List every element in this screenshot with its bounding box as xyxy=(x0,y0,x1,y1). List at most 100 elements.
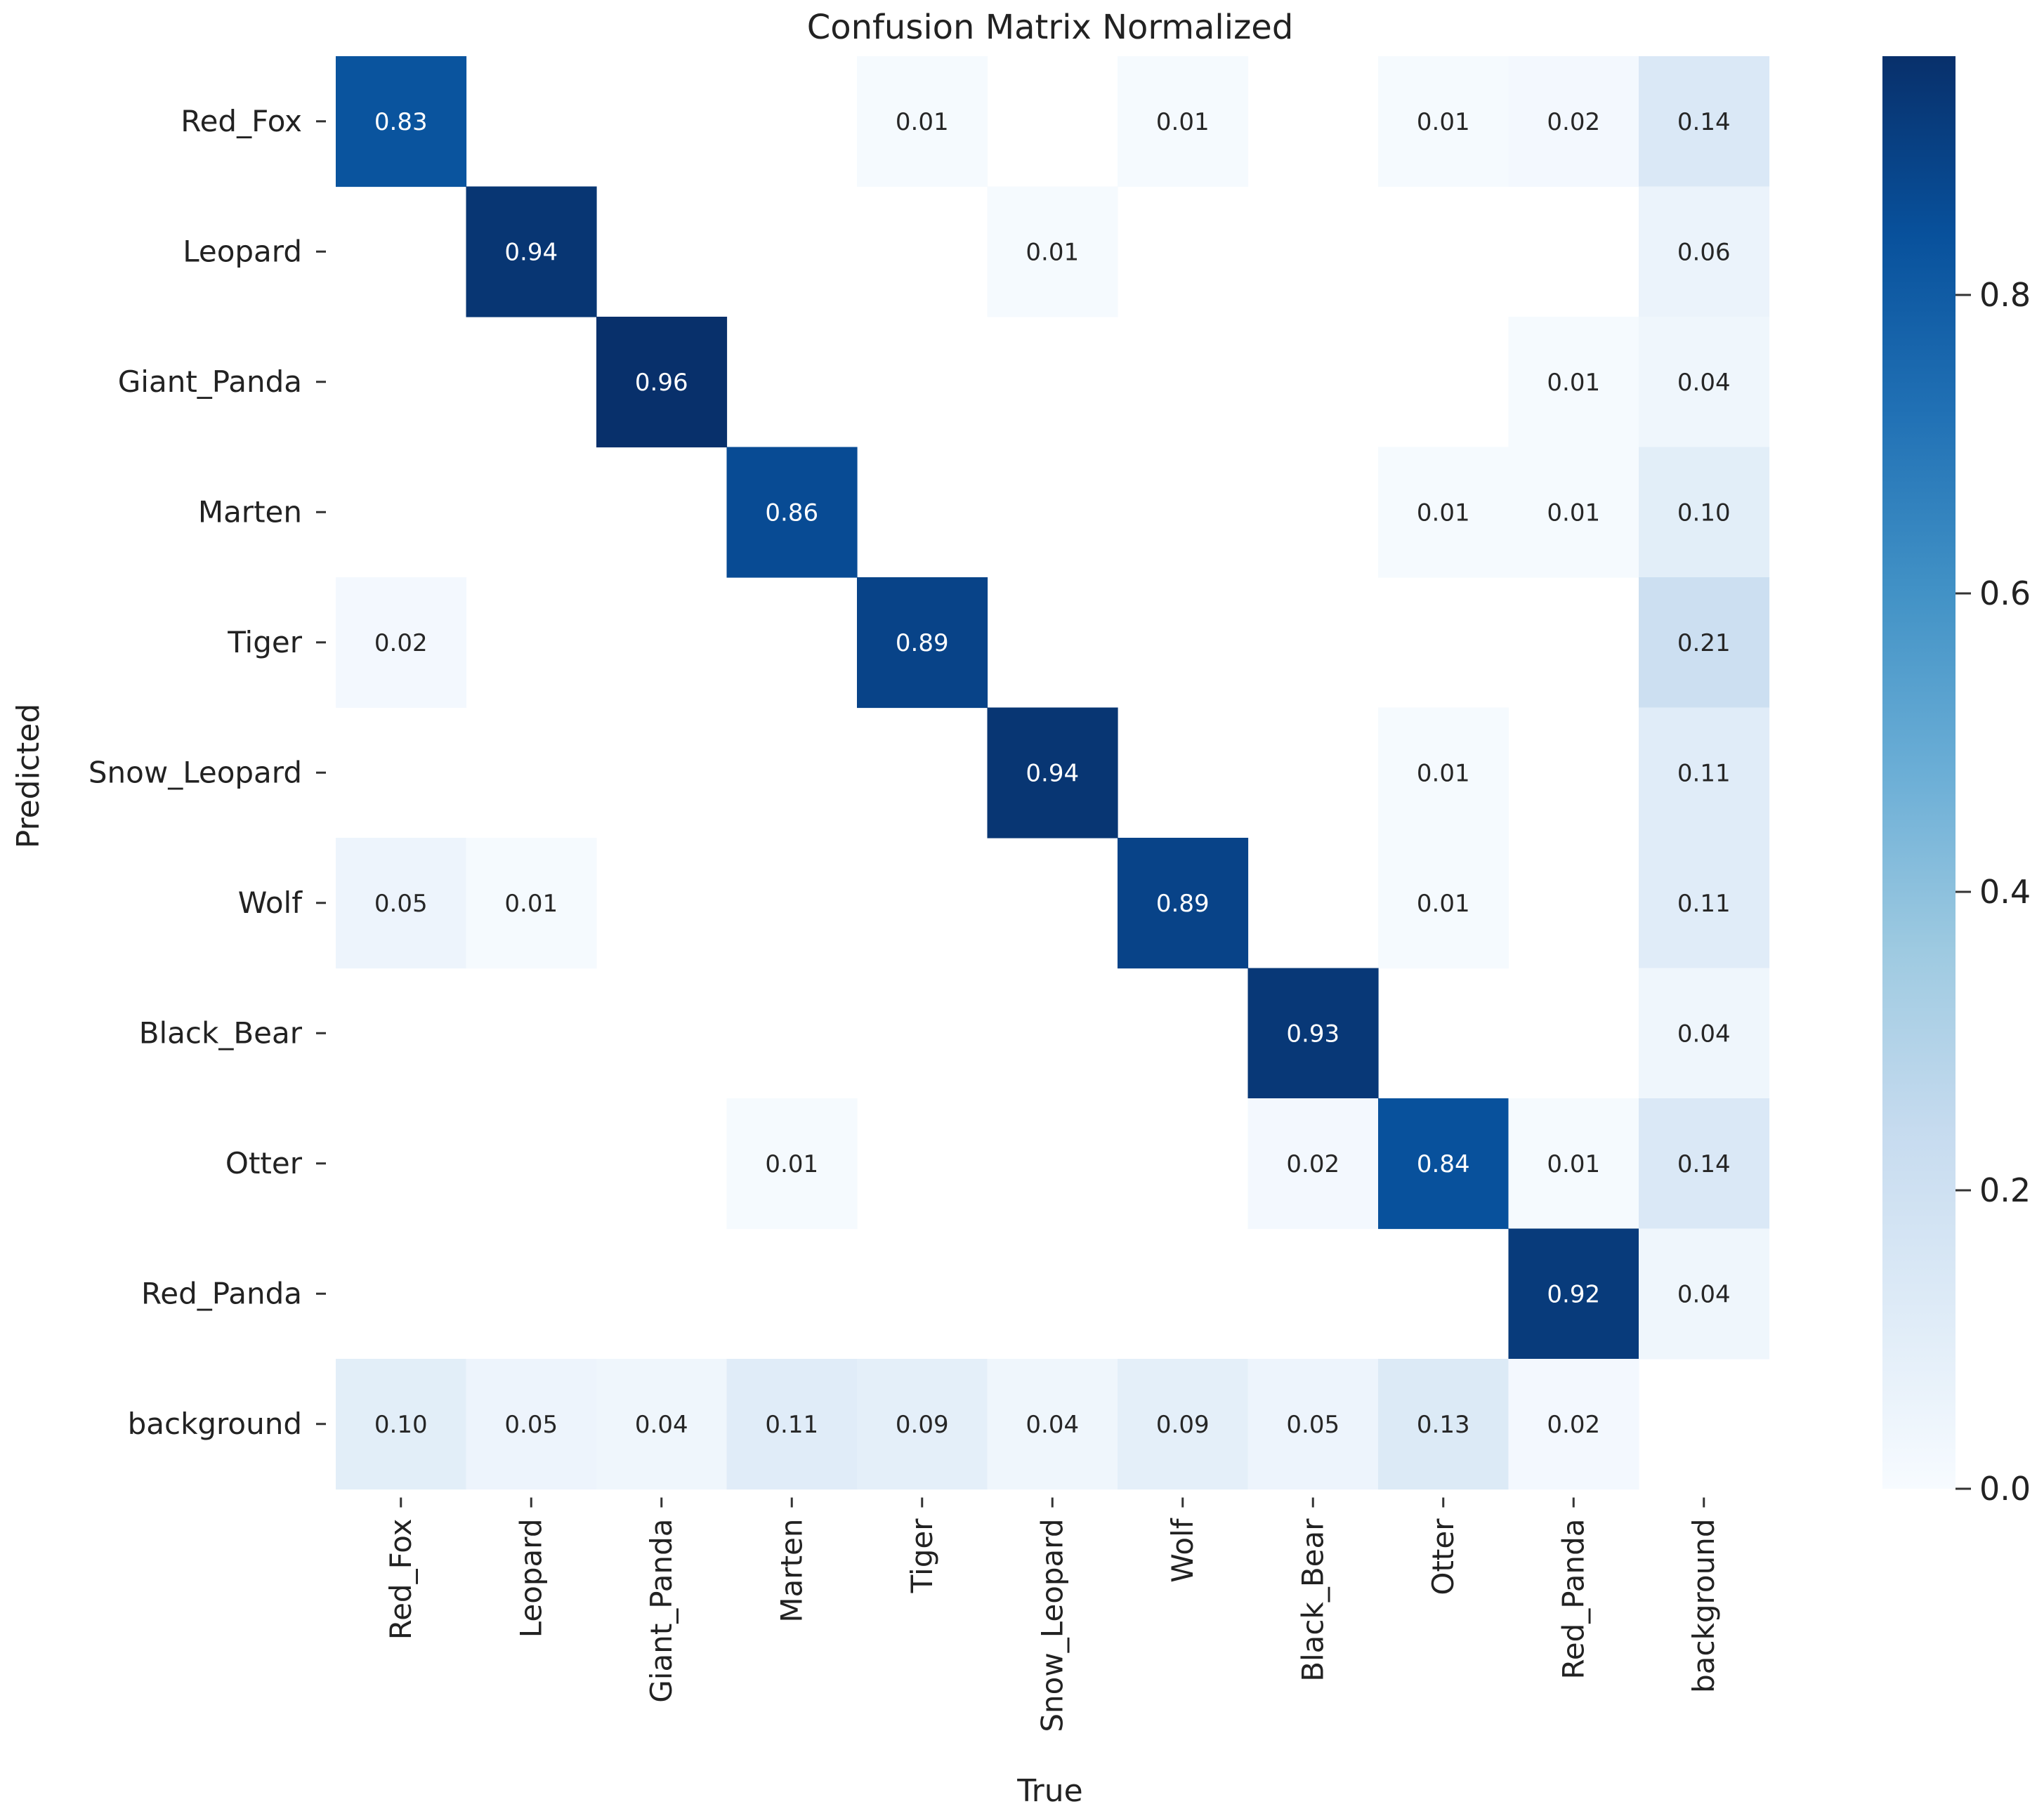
cell-value-label: 0.04 xyxy=(1677,369,1731,397)
cell-value-label: 0.06 xyxy=(1677,238,1731,266)
heatmap-cell xyxy=(336,838,467,969)
heatmap-cell xyxy=(726,1359,858,1490)
heatmap-cell xyxy=(1378,1098,1509,1230)
heatmap-cells: 0.83 0.01 0.01 0.01 0.02 0.14 0.94 0.01 0.06 0.96… xyxy=(336,56,1770,1490)
heatmap-cell xyxy=(726,447,858,578)
heatmap-cell xyxy=(1508,447,1639,578)
heatmap-cell xyxy=(1118,1359,1249,1490)
cell-value-label: 0.09 xyxy=(896,1411,949,1439)
y-tick-label: Giant_Panda xyxy=(118,364,302,399)
x-tick-label: Leopard xyxy=(513,1519,548,1638)
cell-value-label: 0.13 xyxy=(1417,1411,1470,1439)
heatmap-cell xyxy=(1639,186,1770,317)
heatmap-cell xyxy=(987,1359,1118,1490)
heatmap-cell xyxy=(466,838,597,969)
x-tick-label: Red_Fox xyxy=(384,1519,418,1640)
heatmap-cell xyxy=(596,1359,728,1490)
heatmap-cell xyxy=(726,1098,858,1230)
cell-value-label: 0.01 xyxy=(1547,1150,1600,1178)
cell-value-label: 0.05 xyxy=(504,1411,558,1439)
cell-value-label: 0.93 xyxy=(1286,1020,1339,1048)
y-tick-label: Leopard xyxy=(183,234,302,268)
heatmap-cell xyxy=(336,56,467,187)
cell-value-label: 0.89 xyxy=(896,629,949,657)
x-tick-label: Black_Bear xyxy=(1295,1518,1330,1682)
cell-value-label: 0.04 xyxy=(1026,1411,1079,1439)
x-tick-label: Red_Panda xyxy=(1556,1519,1590,1680)
cell-value-label: 0.01 xyxy=(1547,369,1600,397)
y-tick-label: Snow_Leopard xyxy=(89,755,302,789)
heatmap-cell xyxy=(1508,1098,1639,1230)
x-tick-label: background xyxy=(1686,1519,1721,1693)
cell-value-label: 0.09 xyxy=(1156,1411,1210,1439)
y-tick-label: Black_Bear xyxy=(139,1015,303,1050)
heatmap-cell xyxy=(1508,1228,1639,1360)
cell-value-label: 0.05 xyxy=(374,890,428,918)
y-tick-label: background xyxy=(128,1407,302,1441)
heatmap-cell xyxy=(1118,56,1249,187)
x-tick-label: Tiger xyxy=(905,1518,939,1594)
y-tick-label: Tiger xyxy=(227,625,303,659)
y-tick-label: Otter xyxy=(225,1146,303,1180)
heatmap-cell xyxy=(1378,707,1509,838)
cell-value-label: 0.96 xyxy=(635,369,688,397)
cell-value-label: 0.14 xyxy=(1677,108,1731,136)
heatmap-cell xyxy=(1639,317,1770,448)
y-tick-label: Red_Panda xyxy=(141,1276,302,1310)
heatmap-cell xyxy=(1247,968,1379,1099)
x-tick-label: Snow_Leopard xyxy=(1035,1519,1069,1732)
cell-value-label: 0.21 xyxy=(1677,629,1731,657)
heatmap-cell xyxy=(1247,1098,1379,1230)
heatmap-cell xyxy=(1508,56,1639,187)
y-tick-label: Wolf xyxy=(238,886,303,920)
x-tick-label: Giant_Panda xyxy=(644,1519,679,1703)
cell-value-label: 0.01 xyxy=(1417,108,1470,136)
heatmap-cell xyxy=(336,1359,467,1490)
cell-value-label: 0.01 xyxy=(896,108,949,136)
heatmap-cell xyxy=(1639,1228,1770,1360)
cell-value-label: 0.01 xyxy=(1417,499,1470,527)
heatmap-cell xyxy=(987,707,1118,838)
cell-value-label: 0.01 xyxy=(1156,108,1210,136)
colorbar-tick-label: 0.0 xyxy=(1979,1470,2031,1508)
heatmap-cell xyxy=(857,56,988,187)
cell-value-label: 0.86 xyxy=(765,499,818,527)
cell-value-label: 0.01 xyxy=(1547,499,1600,527)
cell-value-label: 0.11 xyxy=(765,1411,818,1439)
heatmap-cell xyxy=(466,186,597,317)
x-tick-label: Marten xyxy=(774,1519,808,1623)
cell-value-label: 0.92 xyxy=(1547,1280,1600,1308)
chart-title: Confusion Matrix Normalized xyxy=(807,8,1294,47)
heatmap-cell xyxy=(1639,577,1770,709)
heatmap-cell xyxy=(596,317,728,448)
heatmap-cell xyxy=(1639,838,1770,969)
cell-value-label: 0.11 xyxy=(1677,759,1731,787)
colorbar-tick-label: 0.6 xyxy=(1979,574,2031,612)
cell-value-label: 0.04 xyxy=(635,1411,688,1439)
cell-value-label: 0.14 xyxy=(1677,1150,1731,1178)
cell-value-label: 0.10 xyxy=(374,1411,428,1439)
x-tick-label: Wolf xyxy=(1165,1518,1200,1582)
cell-value-label: 0.02 xyxy=(1547,1411,1600,1439)
heatmap-cell xyxy=(1639,707,1770,838)
cell-value-label: 0.02 xyxy=(374,629,428,657)
cell-value-label: 0.01 xyxy=(504,890,558,918)
cell-value-label: 0.10 xyxy=(1677,499,1731,527)
x-tick-label: Otter xyxy=(1426,1518,1460,1595)
y-tick-label: Red_Fox xyxy=(181,104,302,138)
cell-value-label: 0.89 xyxy=(1156,890,1210,918)
colorbar-ticks: 0.0 0.2 0.4 0.6 0.8 xyxy=(1955,276,2031,1508)
heatmap-cell xyxy=(1639,1098,1770,1230)
heatmap-cell xyxy=(987,186,1118,317)
heatmap-cell xyxy=(1378,838,1509,969)
colorbar xyxy=(1882,56,1955,1489)
cell-value-label: 0.84 xyxy=(1417,1150,1470,1178)
cell-value-label: 0.04 xyxy=(1677,1020,1731,1048)
cell-value-label: 0.04 xyxy=(1677,1280,1731,1308)
heatmap-cell xyxy=(1378,56,1509,187)
heatmap-cell xyxy=(466,1359,597,1490)
y-tick-label: Marten xyxy=(198,494,302,529)
heatmap-cell xyxy=(1639,447,1770,578)
heatmap-cell xyxy=(857,1359,988,1490)
